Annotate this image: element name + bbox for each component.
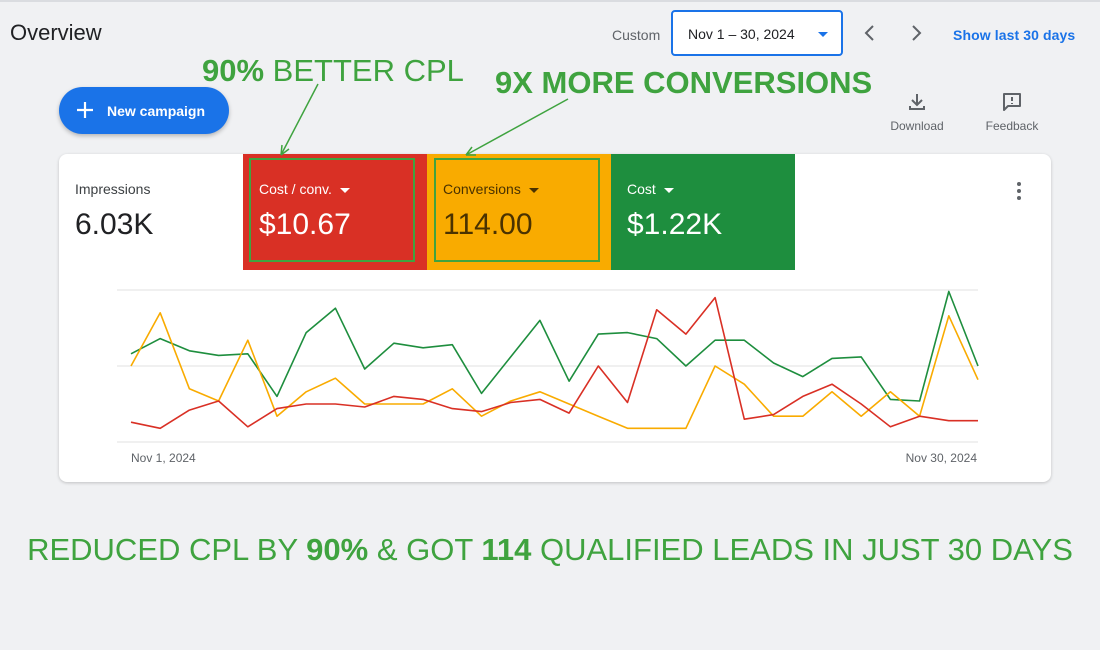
caret-down-icon[interactable] <box>663 187 674 193</box>
headline-bold: 114 <box>481 532 532 567</box>
date-range-type-label: Custom <box>612 27 661 43</box>
metric-value: 114.00 <box>443 208 533 241</box>
arrow-to-cpl <box>280 83 319 156</box>
series-line-0 <box>130 290 979 402</box>
date-range-picker[interactable]: Nov 1 – 30, 2024 <box>671 10 843 56</box>
more-vert-icon[interactable] <box>1013 180 1025 202</box>
annotation-better-cpl: 90% BETTER CPL <box>202 53 464 89</box>
series-line-2 <box>130 296 978 430</box>
metric-label: Cost / conv. <box>259 181 332 197</box>
headline-text: REDUCED CPL BY <box>27 532 307 567</box>
download-label: Download <box>890 119 944 133</box>
annotation-more-conversions: 9X MORE CONVERSIONS <box>495 65 873 100</box>
plus-icon <box>77 102 93 118</box>
highlight-box <box>249 158 415 262</box>
series-line-1 <box>130 312 979 430</box>
metric-value: $1.22K <box>627 208 723 241</box>
results-headline: REDUCED CPL BY 90% & GOT 114 QUALIFIED L… <box>0 532 1100 568</box>
highlight-box <box>434 158 600 262</box>
page-title: Overview <box>10 20 102 45</box>
metric-impressions[interactable]: Impressions 6.03K <box>59 154 243 270</box>
caret-down-icon[interactable] <box>528 187 539 193</box>
overview-card: Impressions 6.03K Cost / conv. $10.67 Co… <box>59 154 1051 482</box>
metric-value: $10.67 <box>259 208 351 241</box>
annotation-cpl-text: BETTER CPL <box>272 53 464 88</box>
headline-text: & GOT <box>368 532 482 567</box>
metric-cost-per-conversion[interactable]: Cost / conv. $10.67 <box>243 154 427 270</box>
metric-label: Conversions <box>443 181 521 197</box>
previous-period-icon[interactable] <box>859 22 881 44</box>
top-divider <box>0 0 1100 2</box>
next-period-icon[interactable] <box>905 22 927 44</box>
x-tick-label-end: Nov 30, 2024 <box>906 451 978 465</box>
metric-value: 6.03K <box>75 208 154 241</box>
caret-down-icon[interactable] <box>339 187 350 193</box>
headline-text: QUALIFIED LEADS IN JUST 30 DAYS <box>531 532 1073 567</box>
new-campaign-label: New campaign <box>107 103 206 119</box>
metric-label: Cost <box>627 181 656 197</box>
arrow-to-conversions <box>465 98 569 156</box>
metric-label: Impressions <box>75 181 151 197</box>
x-tick-label-start: Nov 1, 2024 <box>131 451 196 465</box>
download-button[interactable]: Download <box>882 90 952 133</box>
annotation-cpl-percent: 90% <box>202 53 265 88</box>
headline-bold: 90% <box>306 532 369 567</box>
feedback-button[interactable]: Feedback <box>977 90 1047 133</box>
performance-line-chart: Nov 1, 2024 Nov 30, 2024 <box>117 289 979 465</box>
date-range-value: Nov 1 – 30, 2024 <box>688 26 795 42</box>
metric-cost[interactable]: Cost $1.22K <box>611 154 795 270</box>
show-last-30-days-link[interactable]: Show last 30 days <box>953 27 1076 43</box>
metric-conversions[interactable]: Conversions 114.00 <box>427 154 611 270</box>
download-icon <box>909 94 925 110</box>
feedback-label: Feedback <box>985 119 1039 133</box>
new-campaign-button[interactable]: New campaign <box>59 87 229 134</box>
chevron-down-icon <box>818 32 828 37</box>
feedback-icon <box>1003 93 1021 111</box>
